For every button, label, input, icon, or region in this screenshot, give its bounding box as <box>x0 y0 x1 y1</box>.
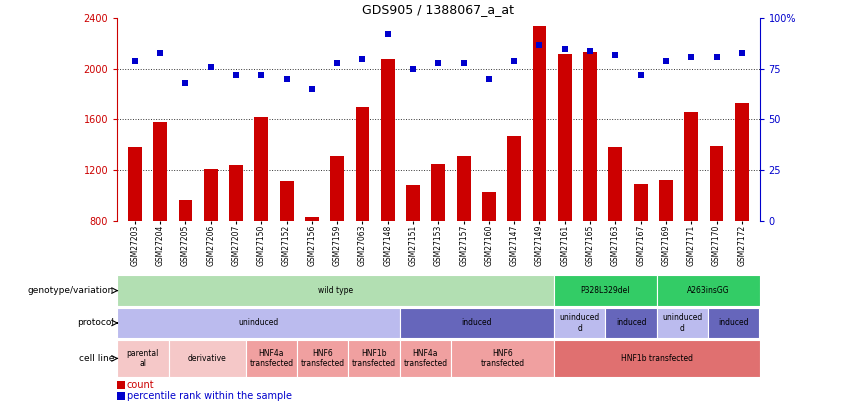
Point <box>507 58 521 64</box>
Point <box>558 45 572 52</box>
Bar <box>279 181 293 221</box>
Text: count: count <box>127 380 155 390</box>
Bar <box>229 165 243 221</box>
Point <box>356 55 370 62</box>
Text: genotype/variation: genotype/variation <box>28 286 114 295</box>
Bar <box>128 147 141 221</box>
Text: cell line: cell line <box>79 354 114 363</box>
Bar <box>117 381 125 389</box>
Bar <box>558 53 572 221</box>
Bar <box>168 340 246 377</box>
Text: induced: induced <box>719 318 749 328</box>
Bar <box>457 156 470 221</box>
Bar <box>482 192 496 221</box>
Point <box>583 47 597 54</box>
Point <box>431 60 445 66</box>
Bar <box>634 184 648 221</box>
Text: derivative: derivative <box>187 354 227 363</box>
Text: parental
al: parental al <box>127 349 159 368</box>
Title: GDS905 / 1388067_a_at: GDS905 / 1388067_a_at <box>362 3 515 16</box>
Point <box>204 64 218 70</box>
Bar <box>154 122 168 221</box>
Bar <box>330 156 344 221</box>
Text: protocol: protocol <box>77 318 114 328</box>
Point <box>381 31 395 38</box>
Bar <box>735 103 749 221</box>
Bar <box>451 340 554 377</box>
Point <box>179 80 193 86</box>
Point <box>482 76 496 82</box>
Bar <box>179 200 193 221</box>
Bar <box>400 308 554 338</box>
Text: HNF1b
transfected: HNF1b transfected <box>352 349 396 368</box>
Bar <box>400 340 451 377</box>
Text: HNF4a
transfected: HNF4a transfected <box>249 349 293 368</box>
Bar <box>406 185 420 221</box>
Text: induced: induced <box>615 318 647 328</box>
Bar <box>117 308 400 338</box>
Point <box>330 60 344 66</box>
Text: uninduced: uninduced <box>239 318 279 328</box>
Text: P328L329del: P328L329del <box>581 286 630 295</box>
Point <box>406 66 420 72</box>
Text: uninduced
d: uninduced d <box>662 313 702 333</box>
Point <box>684 53 698 60</box>
Point <box>305 86 319 92</box>
Text: HNF4a
transfected: HNF4a transfected <box>404 349 448 368</box>
Point <box>254 72 268 78</box>
Bar <box>381 59 395 221</box>
Bar <box>657 308 708 338</box>
Text: HNF6
transfected: HNF6 transfected <box>300 349 345 368</box>
Bar <box>608 147 622 221</box>
Point <box>154 49 168 56</box>
Bar <box>533 26 547 221</box>
Bar <box>356 107 370 221</box>
Point <box>709 53 723 60</box>
Bar <box>554 275 657 306</box>
Bar <box>305 217 319 221</box>
Bar <box>507 136 521 221</box>
Text: uninduced
d: uninduced d <box>560 313 600 333</box>
Point <box>735 49 749 56</box>
Point <box>457 60 470 66</box>
Bar <box>583 52 597 221</box>
Point <box>128 58 141 64</box>
Bar <box>605 308 657 338</box>
Point <box>634 72 648 78</box>
Bar <box>246 340 297 377</box>
Bar <box>204 169 218 221</box>
Point <box>608 51 622 58</box>
Text: wild type: wild type <box>318 286 353 295</box>
Bar <box>554 340 760 377</box>
Point <box>279 76 293 82</box>
Bar <box>659 180 673 221</box>
Point <box>659 58 673 64</box>
Bar <box>297 340 348 377</box>
Text: HNF6
transfected: HNF6 transfected <box>481 349 524 368</box>
Bar <box>348 340 400 377</box>
Bar <box>431 164 445 221</box>
Point <box>229 72 243 78</box>
Bar <box>554 308 605 338</box>
Text: percentile rank within the sample: percentile rank within the sample <box>127 391 292 401</box>
Point <box>533 41 547 48</box>
Bar <box>684 112 698 221</box>
Text: induced: induced <box>462 318 492 328</box>
Bar <box>117 275 554 306</box>
Text: HNF1b transfected: HNF1b transfected <box>621 354 693 363</box>
Bar <box>117 340 168 377</box>
Bar <box>708 308 760 338</box>
Text: A263insGG: A263insGG <box>687 286 729 295</box>
Bar <box>709 146 723 221</box>
Bar <box>117 392 125 400</box>
Bar <box>254 117 268 221</box>
Bar <box>657 275 760 306</box>
